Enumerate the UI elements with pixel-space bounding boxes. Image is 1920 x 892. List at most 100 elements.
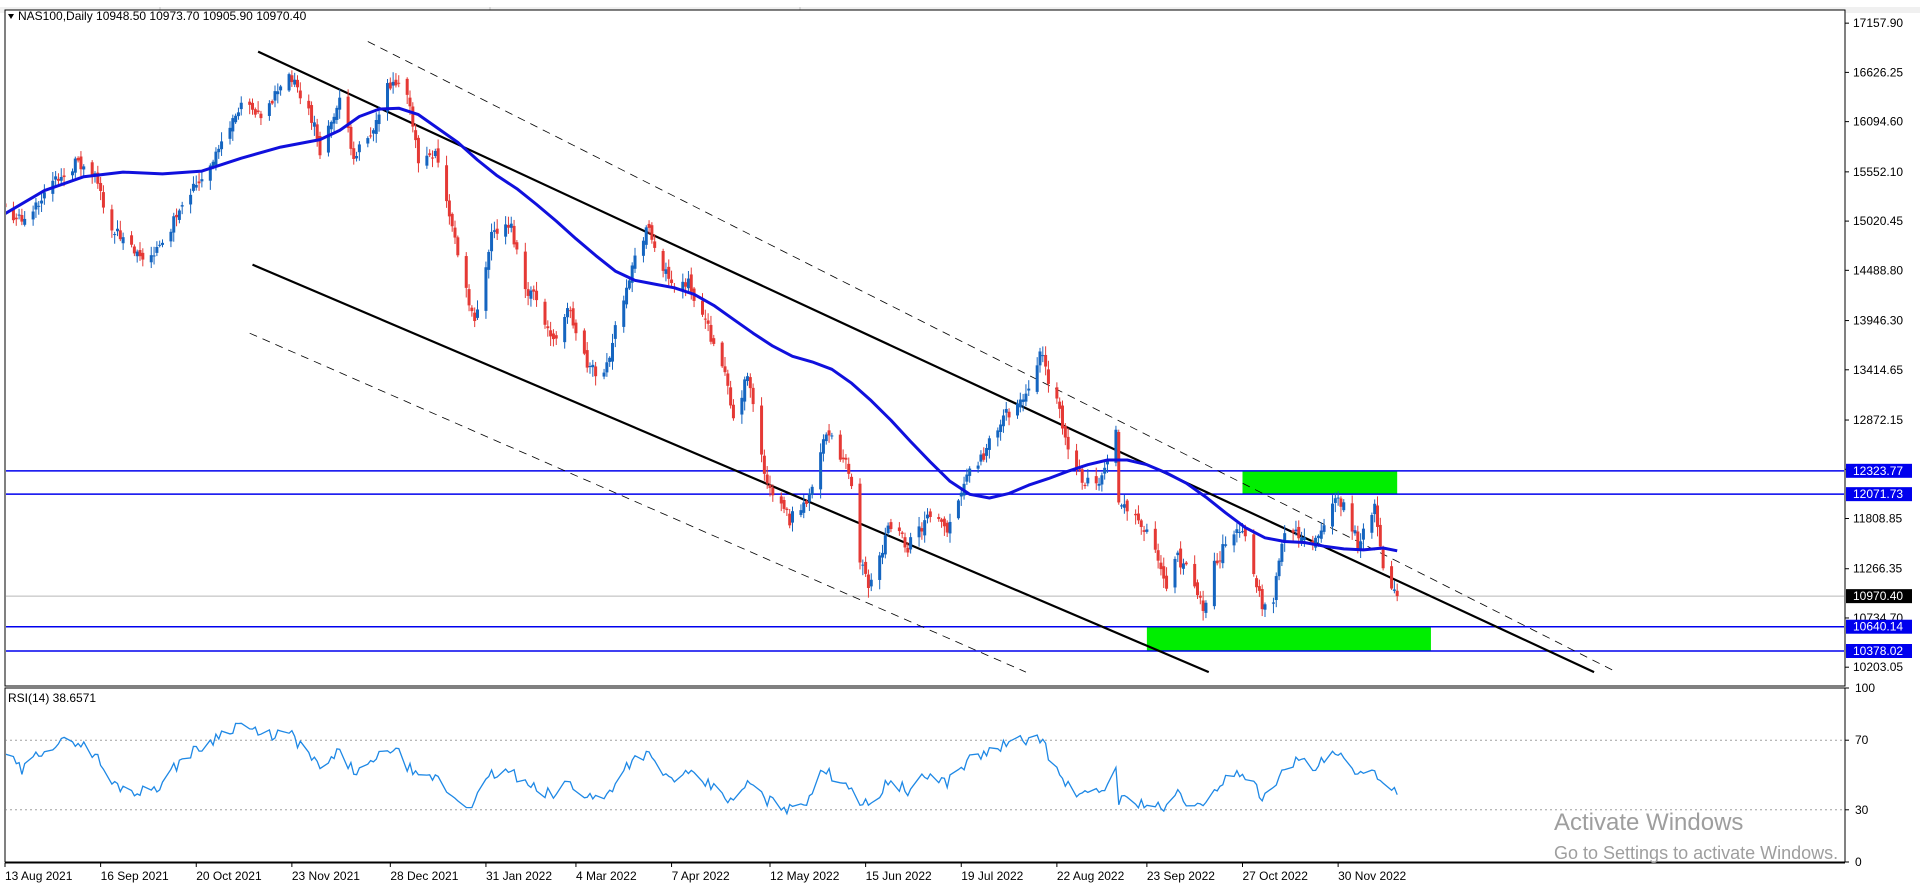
candle[interactable] xyxy=(366,136,370,148)
candle[interactable] xyxy=(23,211,27,227)
candle[interactable] xyxy=(591,359,595,377)
candle[interactable] xyxy=(791,506,794,532)
candle[interactable] xyxy=(414,123,418,149)
moving-average-line[interactable] xyxy=(5,106,1398,553)
candle[interactable] xyxy=(858,478,862,570)
candle[interactable] xyxy=(743,376,747,411)
candle[interactable] xyxy=(838,430,842,462)
candle[interactable] xyxy=(487,249,491,279)
candle[interactable] xyxy=(999,419,1003,441)
candle[interactable] xyxy=(394,73,398,88)
candle[interactable] xyxy=(31,205,35,226)
candle[interactable] xyxy=(1336,491,1340,506)
candle[interactable] xyxy=(819,443,823,499)
level-price-label[interactable]: 10378.02 xyxy=(1846,643,1912,658)
candle[interactable] xyxy=(928,508,932,523)
candle[interactable] xyxy=(841,449,845,463)
level-price-label[interactable]: 10640.14 xyxy=(1846,619,1912,634)
candle[interactable] xyxy=(1255,575,1259,593)
channel-lower-dashed-line[interactable] xyxy=(249,332,1027,673)
candle[interactable] xyxy=(965,468,969,485)
candle[interactable] xyxy=(1294,520,1298,536)
candle[interactable] xyxy=(312,115,316,136)
candle[interactable] xyxy=(113,231,117,244)
candle[interactable] xyxy=(1221,534,1225,569)
candle[interactable] xyxy=(355,151,359,162)
candle[interactable] xyxy=(231,114,235,141)
candle[interactable] xyxy=(1016,399,1019,419)
candle[interactable] xyxy=(1331,495,1334,535)
candle[interactable] xyxy=(1224,536,1228,548)
candle[interactable] xyxy=(1378,517,1382,550)
candle[interactable] xyxy=(1274,572,1278,608)
candle[interactable] xyxy=(473,307,477,328)
candle[interactable] xyxy=(1277,558,1281,581)
candle[interactable] xyxy=(1061,400,1064,435)
candle[interactable] xyxy=(681,273,685,299)
candle[interactable] xyxy=(543,298,547,329)
symbol-dropdown-icon[interactable] xyxy=(8,14,14,19)
candle[interactable] xyxy=(236,107,240,120)
candle[interactable] xyxy=(1021,393,1025,412)
candle[interactable] xyxy=(1184,560,1188,566)
candle[interactable] xyxy=(821,434,825,462)
candle[interactable] xyxy=(948,513,952,543)
candle[interactable] xyxy=(664,262,668,282)
candle[interactable] xyxy=(259,110,263,126)
candle[interactable] xyxy=(653,234,657,252)
candle[interactable] xyxy=(785,507,789,516)
candle[interactable] xyxy=(920,522,924,540)
candle[interactable] xyxy=(318,131,322,160)
candle[interactable] xyxy=(585,342,589,373)
candle[interactable] xyxy=(881,544,884,565)
candle[interactable] xyxy=(701,293,704,317)
candle[interactable] xyxy=(130,231,134,248)
candle[interactable] xyxy=(99,176,103,201)
candle[interactable] xyxy=(987,435,991,459)
candle[interactable] xyxy=(307,94,311,116)
candle[interactable] xyxy=(1142,525,1146,542)
candle[interactable] xyxy=(1058,397,1062,419)
candle[interactable] xyxy=(335,105,339,124)
candle[interactable] xyxy=(771,484,775,502)
candle[interactable] xyxy=(1263,602,1267,617)
candle[interactable] xyxy=(810,484,814,499)
candle[interactable] xyxy=(239,96,243,116)
candle[interactable] xyxy=(588,362,592,374)
candle[interactable] xyxy=(509,216,513,233)
candle[interactable] xyxy=(523,242,527,299)
candle[interactable] xyxy=(1204,600,1208,619)
candle[interactable] xyxy=(37,201,41,215)
candle[interactable] xyxy=(298,82,302,105)
candle[interactable] xyxy=(1196,579,1199,599)
candle[interactable] xyxy=(42,184,46,205)
candle[interactable] xyxy=(976,461,980,473)
candle[interactable] xyxy=(512,219,516,248)
candle[interactable] xyxy=(844,454,848,470)
candle[interactable] xyxy=(71,168,74,180)
candle[interactable] xyxy=(293,72,297,88)
candle[interactable] xyxy=(709,315,713,345)
candle[interactable] xyxy=(445,155,449,208)
candle[interactable] xyxy=(14,213,18,226)
candle[interactable] xyxy=(1159,555,1163,576)
candle[interactable] xyxy=(256,101,260,114)
candle[interactable] xyxy=(751,383,755,412)
candle[interactable] xyxy=(917,516,921,547)
price-plot-area[interactable] xyxy=(4,41,1846,674)
candle[interactable] xyxy=(605,353,609,377)
candle[interactable] xyxy=(630,262,634,293)
candle[interactable] xyxy=(1198,591,1202,605)
price-pane[interactable]: NAS100,Daily 10948.50 10973.70 10905.90 … xyxy=(4,9,1913,687)
candle[interactable] xyxy=(765,466,769,489)
candle[interactable] xyxy=(464,252,468,298)
candle[interactable] xyxy=(866,569,870,598)
candle[interactable] xyxy=(1094,467,1098,490)
candle[interactable] xyxy=(1038,347,1042,373)
candle[interactable] xyxy=(1117,429,1121,505)
candle[interactable] xyxy=(1027,380,1031,397)
rsi-pane[interactable]: RSI(14) 38.6571 100 70 30 0 xyxy=(4,681,1875,869)
candle[interactable] xyxy=(248,98,252,115)
candle[interactable] xyxy=(374,112,378,143)
candle[interactable] xyxy=(161,239,164,248)
